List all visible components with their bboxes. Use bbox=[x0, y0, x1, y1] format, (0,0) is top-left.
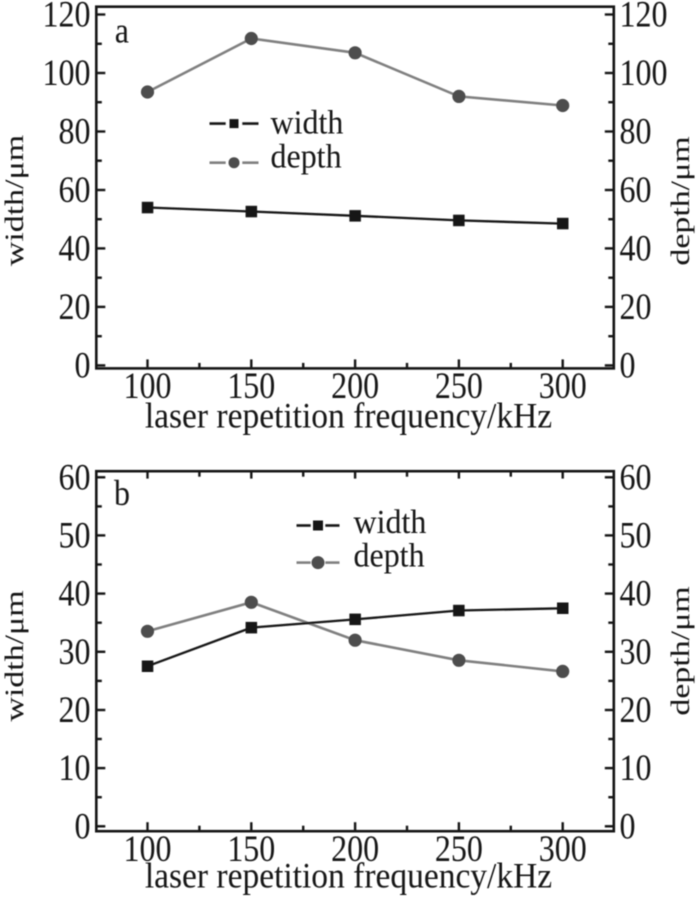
svg-text:300: 300 bbox=[539, 829, 587, 869]
svg-text:200: 200 bbox=[331, 829, 379, 869]
svg-text:width: width bbox=[354, 504, 427, 541]
svg-text:10: 10 bbox=[59, 748, 91, 788]
svg-text:20: 20 bbox=[620, 287, 652, 327]
svg-text:depth/μm: depth/μm bbox=[665, 136, 695, 266]
svg-text:depth/μm: depth/μm bbox=[665, 586, 695, 716]
svg-text:laser repetition frequency/kHz: laser repetition frequency/kHz bbox=[145, 855, 552, 895]
svg-text:30: 30 bbox=[59, 632, 91, 672]
svg-text:200: 200 bbox=[331, 366, 379, 406]
svg-text:b: b bbox=[114, 475, 130, 514]
svg-text:40: 40 bbox=[59, 574, 91, 614]
svg-text:40: 40 bbox=[620, 229, 652, 269]
svg-text:150: 150 bbox=[227, 366, 275, 406]
svg-text:80: 80 bbox=[620, 112, 652, 152]
svg-text:250: 250 bbox=[435, 829, 483, 869]
svg-text:100: 100 bbox=[124, 829, 172, 869]
svg-text:80: 80 bbox=[59, 112, 91, 152]
svg-text:40: 40 bbox=[620, 574, 652, 614]
svg-text:60: 60 bbox=[620, 457, 652, 497]
svg-text:250: 250 bbox=[435, 366, 483, 406]
svg-text:60: 60 bbox=[59, 170, 91, 210]
svg-text:depth: depth bbox=[354, 538, 425, 575]
svg-text:laser repetition frequency/kHz: laser repetition frequency/kHz bbox=[145, 395, 552, 435]
svg-text:120: 120 bbox=[620, 0, 668, 35]
svg-text:depth: depth bbox=[271, 139, 342, 176]
svg-text:150: 150 bbox=[227, 829, 275, 869]
svg-text:width/μm: width/μm bbox=[0, 135, 29, 267]
svg-text:0: 0 bbox=[620, 346, 636, 386]
svg-text:300: 300 bbox=[539, 366, 587, 406]
svg-text:0: 0 bbox=[75, 806, 91, 846]
svg-text:20: 20 bbox=[620, 690, 652, 730]
svg-text:20: 20 bbox=[59, 287, 91, 327]
svg-text:a: a bbox=[115, 12, 129, 51]
svg-text:0: 0 bbox=[75, 346, 91, 386]
svg-text:0: 0 bbox=[620, 806, 636, 846]
svg-text:100: 100 bbox=[43, 53, 91, 93]
svg-text:50: 50 bbox=[620, 516, 652, 556]
svg-text:60: 60 bbox=[620, 170, 652, 210]
svg-text:20: 20 bbox=[59, 690, 91, 730]
svg-text:100: 100 bbox=[620, 53, 668, 93]
svg-text:120: 120 bbox=[43, 0, 91, 35]
svg-text:30: 30 bbox=[620, 632, 652, 672]
svg-text:60: 60 bbox=[59, 457, 91, 497]
svg-text:width/μm: width/μm bbox=[0, 590, 29, 722]
svg-text:width: width bbox=[271, 105, 344, 142]
svg-text:40: 40 bbox=[59, 229, 91, 269]
svg-text:100: 100 bbox=[124, 366, 172, 406]
svg-text:10: 10 bbox=[620, 748, 652, 788]
svg-text:50: 50 bbox=[59, 516, 91, 556]
